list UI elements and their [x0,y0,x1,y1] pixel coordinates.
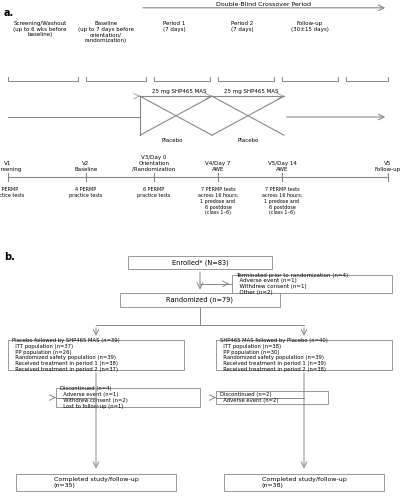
Text: 4 PERMP
practice tests: 4 PERMP practice tests [69,187,103,198]
Text: Completed study/follow-up
(n=35): Completed study/follow-up (n=35) [54,477,138,488]
Text: 25 mg SHP465 MAS: 25 mg SHP465 MAS [224,88,278,94]
Text: 6 PERMP
practice tests: 6 PERMP practice tests [137,187,171,198]
Text: Period 1
(7 days): Period 1 (7 days) [163,21,185,32]
Text: Terminated prior to randomization (n=4)
  Adverse event (n=1)
  Withdrew consent: Terminated prior to randomization (n=4) … [236,272,348,295]
Text: b.: b. [4,252,15,262]
FancyBboxPatch shape [8,340,184,370]
FancyBboxPatch shape [120,293,280,307]
Text: Enrolled* (N=83): Enrolled* (N=83) [172,259,228,266]
FancyBboxPatch shape [216,390,328,404]
FancyBboxPatch shape [224,474,384,491]
Text: Screening/Washout
(up to 6 wks before
baseline): Screening/Washout (up to 6 wks before ba… [13,21,67,38]
Text: Placebo followed by SHP465 MAS (n=39)
  ITT population (n=37)
  PP population (n: Placebo followed by SHP465 MAS (n=39) IT… [12,338,120,372]
Text: Baseline
(up to 7 days before
orientation/
randomization): Baseline (up to 7 days before orientatio… [78,21,134,43]
Text: V1
Screening: V1 Screening [0,161,22,172]
Text: 2 PERMP
practice tests: 2 PERMP practice tests [0,187,25,198]
FancyBboxPatch shape [232,275,392,292]
Text: 7 PERMP tests
across 16 hours;
1 predose and
6 postdose
(class 1–6): 7 PERMP tests across 16 hours; 1 predose… [262,187,302,216]
Text: Discontinued (n=4)
  Adverse event (n=1)
  Withdrew consent (n=2)
  Lost to foll: Discontinued (n=4) Adverse event (n=1) W… [60,386,128,408]
Text: V4/Day 7
AWE: V4/Day 7 AWE [205,161,231,172]
Text: V2
Baseline: V2 Baseline [74,161,98,172]
Text: V3/Day 0
Orientation
/Randomization: V3/Day 0 Orientation /Randomization [132,155,176,172]
Text: Completed study/follow-up
(n=38): Completed study/follow-up (n=38) [262,477,346,488]
Text: SHP465 MAS followed by Placebo (n=40)
  ITT population (n=38)
  PP population (n: SHP465 MAS followed by Placebo (n=40) IT… [220,338,328,372]
FancyBboxPatch shape [216,340,392,370]
Text: 25 mg SHP465 MAS: 25 mg SHP465 MAS [152,88,206,94]
Text: V5/Day 14
AWE: V5/Day 14 AWE [268,161,296,172]
Text: Placebo: Placebo [161,138,183,143]
Text: a.: a. [4,8,14,18]
Text: Discontinued (n=2)
  Adverse event (n=2): Discontinued (n=2) Adverse event (n=2) [220,392,278,403]
FancyBboxPatch shape [16,474,176,491]
Text: 7 PERMP tests
across 16 hours;
1 predose and
6 postdose
(class 1–6): 7 PERMP tests across 16 hours; 1 predose… [198,187,238,216]
Text: Double-Blind Crossover Period: Double-Blind Crossover Period [216,2,312,6]
Text: Period 2
(7 days): Period 2 (7 days) [231,21,253,32]
Text: Placebo: Placebo [237,138,259,143]
Text: Randomized (n=79): Randomized (n=79) [166,296,234,303]
FancyBboxPatch shape [128,256,272,270]
Text: V5
Follow-up: V5 Follow-up [375,161,400,172]
Text: Follow-up
(30±15 days): Follow-up (30±15 days) [291,21,329,32]
FancyBboxPatch shape [56,388,200,407]
